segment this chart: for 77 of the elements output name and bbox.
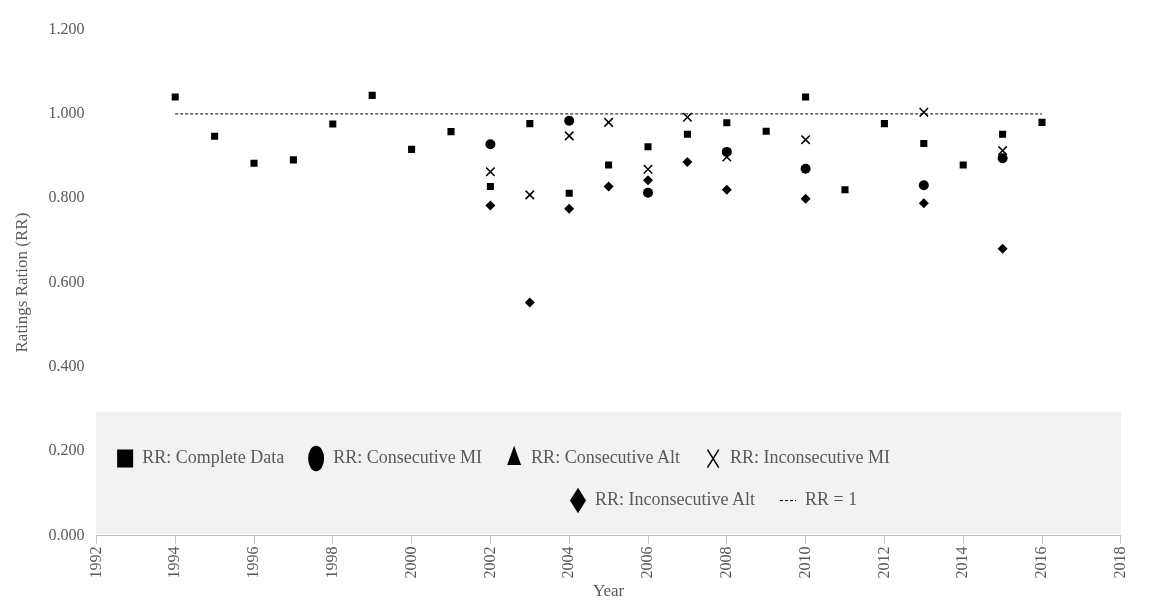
point bbox=[603, 117, 614, 128]
x-tick-label: 2006 bbox=[638, 546, 656, 579]
point bbox=[997, 243, 1008, 254]
point bbox=[880, 120, 888, 128]
x-tick-label: 2002 bbox=[480, 546, 498, 579]
point bbox=[682, 157, 693, 167]
point bbox=[762, 127, 770, 135]
point bbox=[802, 93, 810, 101]
point bbox=[800, 134, 811, 145]
point bbox=[564, 203, 575, 214]
point bbox=[643, 175, 653, 186]
point bbox=[526, 120, 534, 128]
point bbox=[408, 145, 416, 153]
point bbox=[171, 93, 179, 101]
point bbox=[644, 143, 652, 151]
point bbox=[918, 198, 929, 209]
point bbox=[486, 182, 494, 190]
point bbox=[723, 119, 731, 127]
point bbox=[643, 164, 653, 175]
y-tick-label: 0.400 bbox=[48, 357, 85, 375]
x-tick-label: 2008 bbox=[717, 546, 734, 579]
point bbox=[683, 130, 691, 138]
y-tick-label: 0.200 bbox=[48, 441, 85, 459]
point bbox=[918, 107, 929, 118]
legend-label: RR = 1 bbox=[804, 489, 858, 510]
y-tick-label: 1.200 bbox=[48, 19, 85, 37]
legend-label: RR: Inconsecutive MI bbox=[730, 447, 891, 468]
point bbox=[997, 153, 1008, 164]
legend-label: RR: Consecutive MI bbox=[333, 447, 483, 468]
x-tick-label: 2018 bbox=[1111, 546, 1128, 579]
y-tick-label: 0.800 bbox=[48, 188, 85, 206]
point bbox=[524, 189, 535, 200]
x-tick-label: 1996 bbox=[244, 546, 262, 579]
x-tick-label: 1994 bbox=[165, 546, 183, 579]
y-tick-label: 0.000 bbox=[48, 525, 85, 543]
x-tick-label: 1992 bbox=[86, 546, 104, 579]
point bbox=[997, 145, 1008, 156]
point bbox=[368, 91, 376, 99]
point bbox=[721, 184, 732, 195]
point bbox=[643, 187, 653, 198]
legend-label: RR: Inconsecutive Alt bbox=[595, 489, 755, 510]
point bbox=[564, 130, 575, 141]
point bbox=[485, 166, 496, 177]
point bbox=[1038, 118, 1046, 126]
x-tick-label: 2016 bbox=[1032, 546, 1050, 579]
x-tick-label: 2000 bbox=[401, 546, 419, 579]
y-axis-title: Ratings Ration (RR) bbox=[11, 212, 31, 353]
point bbox=[959, 161, 967, 169]
point bbox=[485, 200, 496, 211]
point bbox=[800, 193, 811, 204]
point bbox=[800, 163, 811, 174]
point bbox=[682, 112, 693, 123]
point bbox=[603, 181, 614, 192]
point bbox=[211, 132, 219, 140]
legend-label: RR: Consecutive Alt bbox=[531, 447, 681, 468]
point bbox=[524, 297, 535, 308]
point bbox=[565, 189, 573, 197]
x-tick-label: 2004 bbox=[559, 546, 577, 579]
x-axis-title: Year bbox=[592, 581, 625, 601]
point bbox=[920, 139, 928, 147]
y-tick-label: 0.600 bbox=[48, 272, 85, 290]
point bbox=[447, 128, 455, 136]
point bbox=[289, 156, 297, 164]
y-tick-label: 1.000 bbox=[48, 104, 85, 122]
point bbox=[605, 161, 613, 169]
x-tick-label: 1998 bbox=[323, 546, 340, 579]
point bbox=[999, 130, 1007, 138]
point bbox=[329, 120, 337, 128]
point bbox=[918, 180, 929, 191]
x-tick-label: 2014 bbox=[953, 546, 971, 579]
point bbox=[564, 115, 575, 126]
point bbox=[485, 139, 496, 150]
x-tick-label: 2010 bbox=[795, 546, 813, 579]
point bbox=[250, 159, 258, 167]
point bbox=[841, 186, 849, 194]
x-tick-label: 2012 bbox=[874, 546, 892, 579]
legend-label: RR: Complete Data bbox=[142, 447, 285, 468]
